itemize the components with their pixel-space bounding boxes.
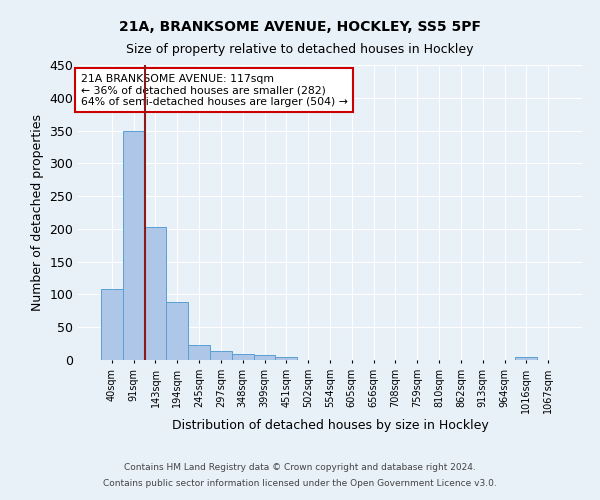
Y-axis label: Number of detached properties: Number of detached properties <box>31 114 44 311</box>
Bar <box>145 227 166 360</box>
Bar <box>101 289 123 360</box>
Text: Contains public sector information licensed under the Open Government Licence v3: Contains public sector information licen… <box>103 478 497 488</box>
Text: 21A, BRANKSOME AVENUE, HOCKLEY, SS5 5PF: 21A, BRANKSOME AVENUE, HOCKLEY, SS5 5PF <box>119 20 481 34</box>
Bar <box>188 345 210 360</box>
Text: Size of property relative to detached houses in Hockley: Size of property relative to detached ho… <box>126 42 474 56</box>
Bar <box>232 354 254 360</box>
X-axis label: Distribution of detached houses by size in Hockley: Distribution of detached houses by size … <box>172 418 488 432</box>
Bar <box>515 358 537 360</box>
Bar <box>166 302 188 360</box>
Bar <box>254 356 275 360</box>
Bar <box>210 351 232 360</box>
Text: Contains HM Land Registry data © Crown copyright and database right 2024.: Contains HM Land Registry data © Crown c… <box>124 464 476 472</box>
Text: 21A BRANKSOME AVENUE: 117sqm
← 36% of detached houses are smaller (282)
64% of s: 21A BRANKSOME AVENUE: 117sqm ← 36% of de… <box>80 74 347 107</box>
Bar <box>123 131 145 360</box>
Bar <box>275 356 297 360</box>
